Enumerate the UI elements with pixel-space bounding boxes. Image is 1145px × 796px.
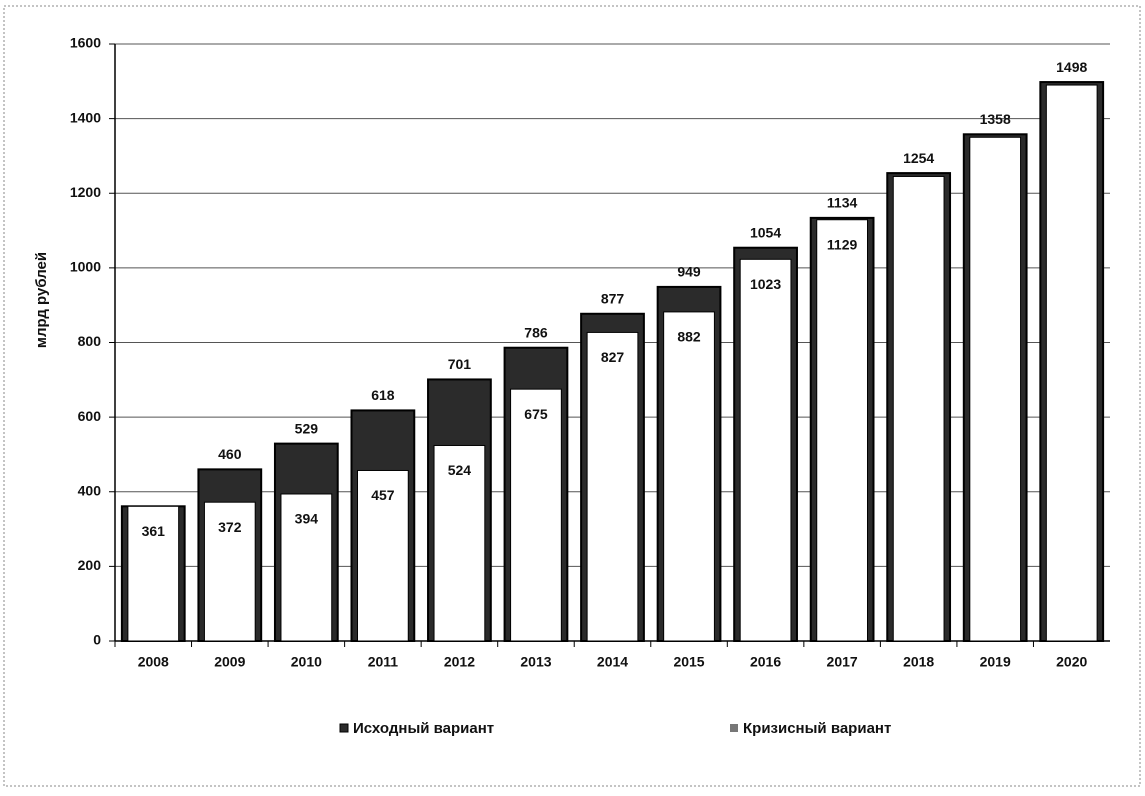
- y-tick-label: 800: [78, 333, 102, 349]
- data-label: 675: [524, 406, 548, 422]
- y-axis-label: млрд рублей: [33, 252, 50, 348]
- data-label: 1134: [827, 195, 858, 211]
- legend-swatch: [339, 723, 349, 733]
- data-label: 457: [371, 487, 395, 503]
- data-label: 827: [601, 349, 625, 365]
- y-tick-label: 600: [78, 408, 102, 424]
- bar: [510, 388, 562, 642]
- data-label: 1023: [750, 276, 781, 292]
- x-tick-label: 2014: [597, 654, 628, 670]
- x-tick-label: 2008: [138, 654, 169, 670]
- bar: [816, 219, 868, 642]
- bar: [892, 175, 945, 642]
- bar: [1045, 84, 1098, 642]
- y-tick-label: 400: [78, 482, 102, 498]
- y-tick-label: 1200: [70, 184, 101, 200]
- data-label: 1054: [750, 224, 781, 240]
- x-tick-label: 2015: [673, 654, 704, 670]
- bar: [969, 136, 1022, 642]
- data-label: 394: [295, 511, 319, 527]
- y-tick-label: 1000: [70, 259, 101, 275]
- x-tick-label: 2018: [903, 654, 934, 670]
- legend-label: Исходный вариант: [353, 720, 494, 737]
- bar: [663, 311, 715, 642]
- data-label: 1498: [1056, 59, 1087, 75]
- data-label: 1129: [827, 236, 858, 252]
- bar: [127, 505, 180, 642]
- legend-swatch: [730, 724, 738, 732]
- y-tick-label: 1600: [70, 35, 101, 51]
- data-label: 372: [218, 519, 242, 535]
- x-tick-label: 2011: [368, 654, 399, 670]
- data-label: 460: [218, 446, 242, 462]
- data-label: 1358: [980, 111, 1011, 127]
- data-label: 882: [677, 329, 701, 345]
- x-tick-label: 2009: [214, 654, 245, 670]
- x-tick-label: 2017: [827, 654, 858, 670]
- bar: [739, 258, 792, 642]
- legend-label: Кризисный вариант: [743, 720, 891, 737]
- x-tick-label: 2012: [444, 654, 475, 670]
- data-label: 786: [524, 324, 548, 340]
- y-tick-label: 0: [93, 632, 101, 648]
- data-label: 524: [448, 462, 472, 478]
- bar: [586, 331, 639, 642]
- data-label: 529: [295, 420, 319, 436]
- data-label: 949: [677, 264, 701, 280]
- data-label: 701: [448, 356, 472, 372]
- y-tick-label: 1400: [70, 109, 101, 125]
- bar: [280, 493, 333, 642]
- bar: [433, 444, 486, 642]
- data-label: 1254: [903, 150, 934, 166]
- bar: [357, 469, 409, 642]
- x-tick-label: 2016: [750, 654, 781, 670]
- frame: [3, 5, 1141, 787]
- data-label: 618: [371, 387, 395, 403]
- y-tick-label: 200: [78, 557, 102, 573]
- data-label: 361: [142, 523, 166, 539]
- x-tick-label: 2013: [520, 654, 551, 670]
- data-label: 877: [601, 290, 625, 306]
- x-tick-label: 2020: [1056, 654, 1087, 670]
- x-tick-label: 2010: [291, 654, 322, 670]
- bar: [203, 501, 256, 642]
- x-tick-label: 2019: [980, 654, 1011, 670]
